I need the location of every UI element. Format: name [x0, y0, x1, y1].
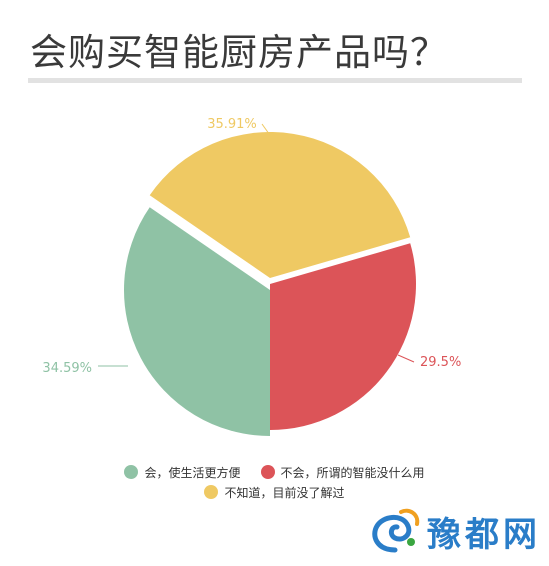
- legend-swatch-0: [124, 465, 139, 479]
- legend-item-2[interactable]: 不知道，目前没了解过: [204, 484, 345, 501]
- legend-swatch-1: [260, 465, 275, 479]
- slice-label-2: 35.91%: [207, 117, 257, 132]
- pie-chart: 34.59% 35.91% 29.5%: [42, 117, 461, 436]
- legend-swatch-2: [204, 485, 219, 499]
- watermark-logo: 豫都网: [367, 506, 541, 556]
- watermark-text: 豫都网: [427, 514, 541, 555]
- title-divider: [28, 78, 522, 83]
- slice-labels: 34.59% 35.91% 29.5%: [42, 117, 461, 376]
- leader-line-2: [261, 123, 273, 139]
- pie-slice-1[interactable]: [270, 243, 416, 430]
- legend-row-2: 不知道，目前没了解过: [0, 482, 549, 502]
- chart-title: 会购买智能厨房产品吗？: [30, 31, 448, 74]
- chart-legend: 会，使生活更方便 不会，所谓的智能没什么用 不知道，目前没了解过: [0, 462, 549, 502]
- legend-label-2: 不知道，目前没了解过: [224, 485, 345, 500]
- legend-label-0: 会，使生活更方便: [144, 465, 241, 480]
- legend-item-1[interactable]: 不会，所谓的智能没什么用: [260, 464, 425, 481]
- pie-slice-2[interactable]: [149, 132, 411, 278]
- legend-label-1: 不会，所谓的智能没什么用: [280, 465, 425, 480]
- legend-row-1: 会，使生活更方便 不会，所谓的智能没什么用: [0, 462, 549, 482]
- slice-leader-lines: [98, 123, 415, 367]
- leader-line-1: [397, 354, 415, 363]
- swirl-logo-icon: [372, 508, 420, 553]
- slice-label-0: 34.59%: [42, 361, 92, 376]
- slice-label-1: 29.5%: [420, 355, 461, 370]
- legend-item-0[interactable]: 会，使生活更方便: [124, 464, 241, 481]
- pie-slice-0[interactable]: [123, 207, 270, 436]
- pie-slices: [123, 132, 416, 436]
